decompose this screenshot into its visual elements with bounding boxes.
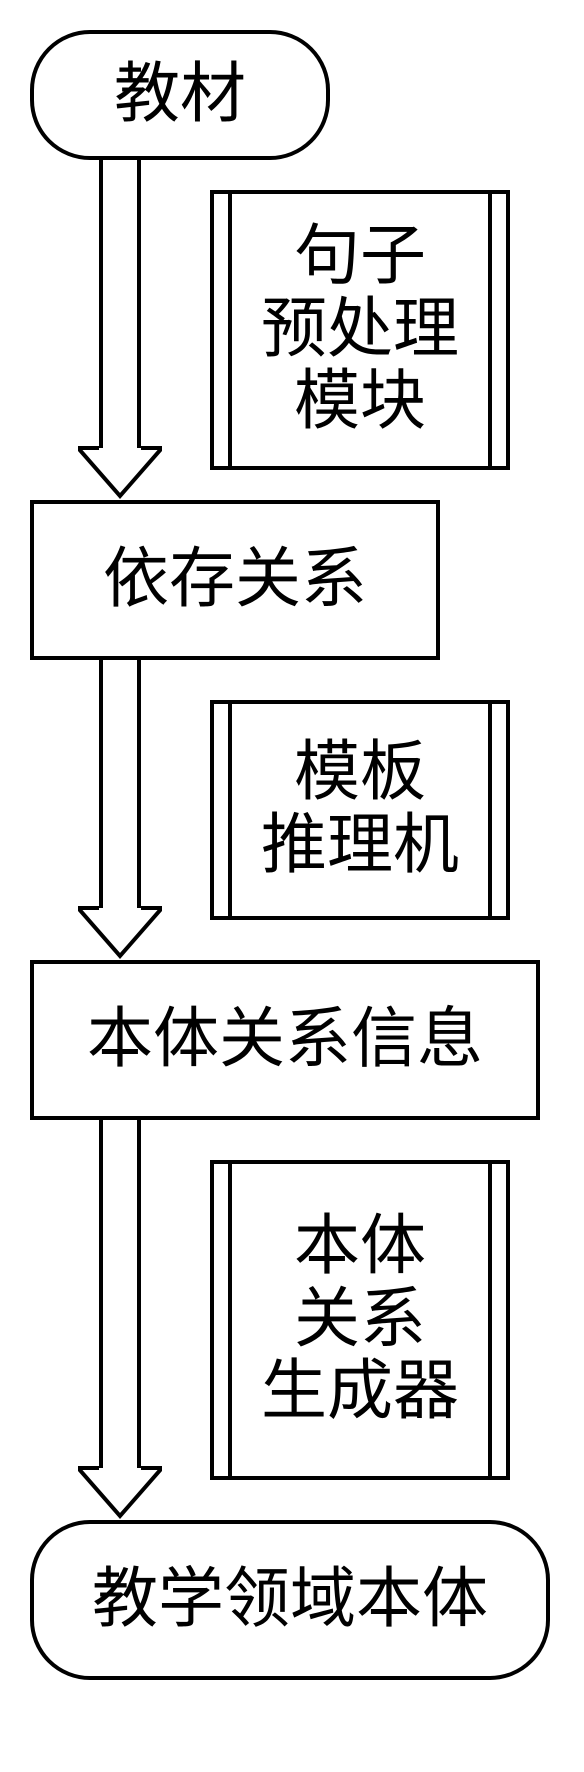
- node-ontology-info: 本体关系信息: [30, 960, 540, 1120]
- arrow-1: [78, 160, 162, 500]
- node-dependency: 依存关系: [30, 500, 440, 660]
- module-ontology-generator: 本体 关系 生成器: [210, 1160, 510, 1480]
- module-template-engine-label: 模板 推理机: [261, 737, 459, 882]
- node-end: 教学领域本体: [30, 1520, 550, 1680]
- module-template-engine: 模板 推理机: [210, 700, 510, 920]
- module-ontology-generator-label: 本体 关系 生成器: [261, 1211, 459, 1429]
- node-dependency-label: 依存关系: [103, 544, 367, 617]
- node-end-label: 教学领域本体: [92, 1564, 488, 1637]
- module-preprocess-label: 句子 预处理 模块: [261, 221, 459, 439]
- arrow-2: [78, 660, 162, 960]
- arrow-3: [78, 1120, 162, 1520]
- node-start-label: 教材: [114, 59, 246, 132]
- node-ontology-info-label: 本体关系信息: [87, 1004, 483, 1077]
- node-start: 教材: [30, 30, 330, 160]
- module-preprocess: 句子 预处理 模块: [210, 190, 510, 470]
